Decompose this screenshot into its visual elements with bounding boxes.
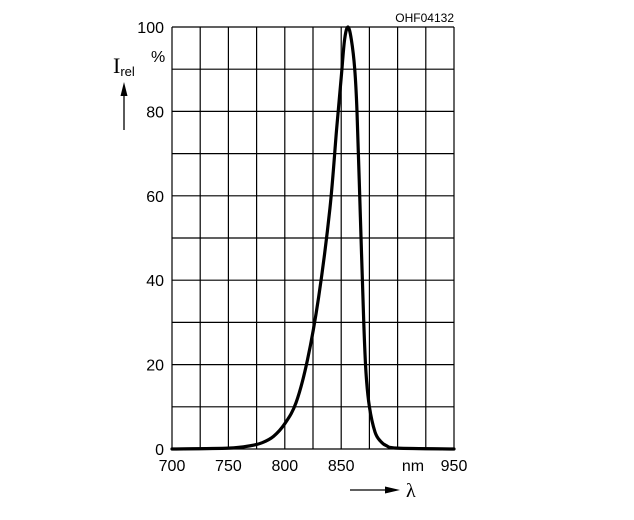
y-tick-label: 0: [155, 442, 164, 459]
y-tick-label: 20: [146, 358, 164, 375]
y-unit-label: %: [151, 49, 165, 66]
y-axis-arrow-icon: [120, 82, 128, 130]
y-axis-label: Irel: [113, 53, 135, 79]
x-axis-label: λ: [406, 480, 416, 502]
series-line: [170, 25, 456, 451]
x-unit-label: nm: [402, 458, 424, 475]
figure-code: OHF04132: [395, 11, 454, 25]
x-tick-label: 850: [328, 458, 355, 475]
y-tick-label: 100: [137, 20, 164, 37]
x-tick-label: 700: [159, 458, 186, 475]
x-tick-label: 800: [271, 458, 298, 475]
tick-labels: 700 750 800 850 950 0 20 40 60 80 100: [137, 20, 467, 475]
y-tick-label: 60: [146, 189, 164, 206]
y-tick-label: 40: [146, 273, 164, 290]
grid: [171, 26, 455, 450]
y-tick-label: 80: [146, 104, 164, 121]
x-axis-arrow-icon: [350, 486, 400, 494]
x-tick-label: 750: [215, 458, 242, 475]
x-tick-label: 950: [441, 458, 468, 475]
